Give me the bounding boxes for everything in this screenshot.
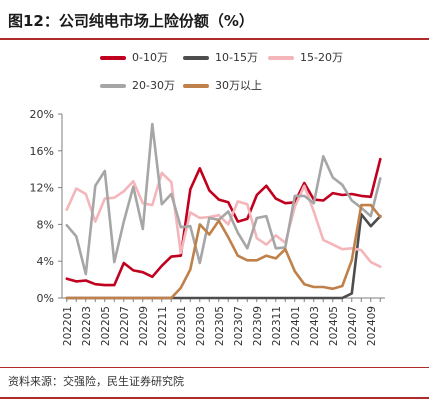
y-tick-label: 4% <box>37 255 54 268</box>
legend-swatch-10-15 <box>183 56 209 60</box>
x-tick-label: 202401 <box>290 306 302 346</box>
legend-label-0-10: 0-10万 <box>132 51 168 64</box>
y-tick-label: 16% <box>30 145 54 158</box>
series-line-2 <box>65 171 382 268</box>
x-tick-label: 202309 <box>252 306 264 346</box>
y-tick-label: 12% <box>30 182 54 195</box>
series-line-4 <box>65 203 382 300</box>
x-tick-label: 202305 <box>214 306 226 346</box>
x-tick-label: 202303 <box>195 306 207 346</box>
source-note: 资料来源：交强险，民生证券研究院 <box>8 375 184 388</box>
legend-swatch-30-plus <box>183 84 209 88</box>
legend: 0-10万 10-15万 15-20万 20-30万 30万以上 <box>0 50 429 100</box>
bottom-rule <box>0 397 429 399</box>
x-tick-label: 202405 <box>328 306 340 346</box>
x-tick-label: 202205 <box>100 306 112 346</box>
legend-label-30-plus: 30万以上 <box>215 79 262 92</box>
x-tick-label: 202307 <box>233 306 245 346</box>
source-rule <box>0 367 429 368</box>
title-bar: 图12：公司纯电市场上险份额（%） <box>0 0 429 40</box>
series-line-3 <box>65 122 382 276</box>
legend-label-20-30: 20-30万 <box>132 79 175 92</box>
x-tick-label: 202301 <box>176 306 188 346</box>
x-tick-label: 202409 <box>366 306 378 346</box>
legend-label-15-20: 15-20万 <box>300 51 343 64</box>
legend-swatch-15-20 <box>268 56 294 60</box>
figure-title: 图12：公司纯电市场上险份额（%） <box>8 12 254 30</box>
x-tick-label: 202211 <box>157 306 169 346</box>
x-tick-label: 202311 <box>271 306 283 346</box>
line-chart: 0% 4% 8% 12% 16% 20% 202201 202203 202205 202207 2… <box>30 108 385 346</box>
legend-swatch-0-10 <box>100 56 126 60</box>
x-tick-label: 202203 <box>81 306 93 346</box>
x-tick-label: 202403 <box>309 306 321 346</box>
legend-swatch-20-30 <box>100 84 126 88</box>
x-tick-label: 202207 <box>119 306 131 346</box>
legend-label-10-15: 10-15万 <box>215 51 258 64</box>
x-tick-label: 202201 <box>62 306 74 346</box>
y-tick-label: 20% <box>30 108 54 121</box>
x-tick-label: 202407 <box>347 306 359 346</box>
series-line-0 <box>65 157 382 287</box>
title-rule <box>0 38 429 40</box>
y-tick-label: 0% <box>37 292 54 305</box>
x-tick-label: 202209 <box>138 306 150 346</box>
y-tick-label: 8% <box>37 218 54 231</box>
